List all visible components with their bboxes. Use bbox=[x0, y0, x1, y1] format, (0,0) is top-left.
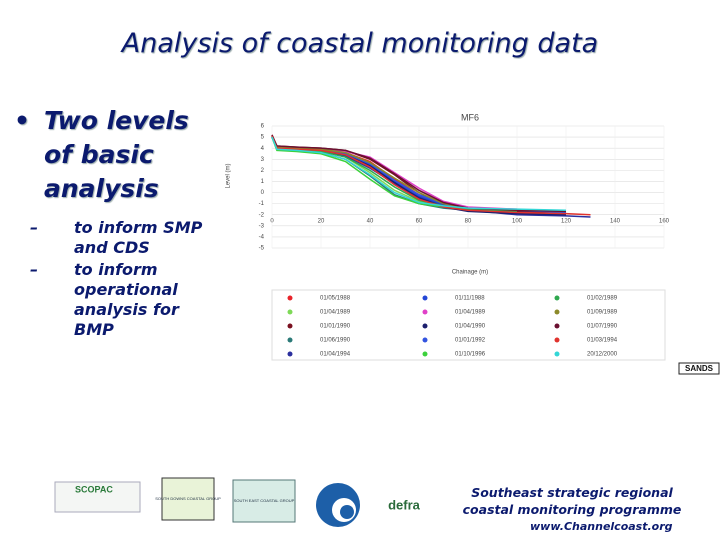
sands-box bbox=[678, 362, 720, 375]
x-tick-label: 140 bbox=[610, 219, 621, 225]
legend-label: 01/04/1990 bbox=[455, 324, 486, 330]
legend-label: 01/04/1989 bbox=[320, 310, 351, 316]
y-tick-label: 0 bbox=[261, 190, 265, 196]
legend-swatch bbox=[554, 351, 560, 357]
y-tick-label: 4 bbox=[261, 146, 265, 152]
legend-swatch bbox=[422, 323, 428, 329]
x-tick-label: 20 bbox=[318, 219, 325, 225]
legend-swatch bbox=[287, 323, 293, 329]
legend-label: 01/04/1994 bbox=[320, 352, 351, 358]
legend-swatch bbox=[287, 337, 293, 343]
logo-box bbox=[161, 477, 215, 521]
x-tick-label: 40 bbox=[367, 219, 374, 225]
logo-box bbox=[54, 481, 141, 513]
logo-text: SOUTH DOWNS COASTAL GROUP bbox=[155, 496, 221, 501]
legend-box bbox=[271, 289, 666, 361]
sub-bullet: – to inform operational analysis for BMP bbox=[30, 260, 205, 340]
legend-swatch bbox=[422, 309, 428, 315]
logo-text: defra bbox=[388, 497, 421, 512]
x-tick-label: 120 bbox=[561, 219, 572, 225]
legend-swatch bbox=[422, 295, 428, 301]
slide-title: Analysis of coastal monitoring data bbox=[121, 28, 599, 59]
sands-label: SANDS bbox=[685, 364, 714, 373]
y-tick-label: 6 bbox=[261, 124, 265, 130]
legend-swatch bbox=[554, 337, 560, 343]
logo-circle bbox=[340, 505, 354, 519]
legend-swatch bbox=[287, 309, 293, 315]
x-axis-title: Chainage (m) bbox=[452, 270, 488, 276]
bullet-text: Two levels of basic analysis bbox=[44, 106, 189, 203]
legend-label: 01/07/1990 bbox=[587, 324, 618, 330]
legend-label: 01/10/1996 bbox=[455, 352, 486, 358]
dash: – bbox=[30, 260, 38, 279]
y-tick-label: 1 bbox=[261, 179, 265, 185]
x-tick-label: 160 bbox=[659, 219, 670, 225]
sub-text: to inform operational analysis for BMP bbox=[74, 260, 179, 339]
footer-url: www.Channelcoast.org bbox=[530, 520, 673, 533]
legend-label: 01/03/1994 bbox=[587, 338, 618, 344]
x-tick-label: 100 bbox=[512, 219, 523, 225]
legend-swatch bbox=[422, 351, 428, 357]
legend-label: 01/01/1992 bbox=[455, 338, 486, 344]
legend-swatch bbox=[554, 295, 560, 301]
y-tick-label: -4 bbox=[259, 234, 265, 240]
dash: – bbox=[30, 218, 38, 237]
legend-label: 01/04/1989 bbox=[455, 310, 486, 316]
y-tick-label: -5 bbox=[259, 246, 265, 252]
x-tick-label: 0 bbox=[270, 219, 274, 225]
legend-swatch bbox=[287, 351, 293, 357]
y-tick-label: 2 bbox=[261, 168, 265, 174]
logo-box bbox=[232, 479, 296, 523]
series-line bbox=[271, 135, 591, 216]
legend-label: 01/01/1990 bbox=[320, 324, 351, 330]
y-tick-label: -1 bbox=[259, 201, 265, 207]
legend-label: 01/02/1989 bbox=[587, 296, 618, 302]
footer-programme: Southeast strategic regional coastal mon… bbox=[462, 485, 682, 517]
legend-label: 01/11/1988 bbox=[455, 296, 485, 302]
legend-label: 01/05/1988 bbox=[320, 296, 351, 302]
x-tick-label: 80 bbox=[465, 219, 472, 225]
y-axis-title: Level (m) bbox=[226, 163, 232, 188]
logo-text: SCOPAC bbox=[75, 484, 113, 494]
legend-swatch bbox=[287, 295, 293, 301]
main-bullet: • Two levels of basic analysis bbox=[14, 104, 214, 206]
sub-text: to inform SMP and CDS bbox=[74, 218, 203, 257]
legend-swatch bbox=[554, 309, 560, 315]
legend-label: 20/12/2000 bbox=[587, 352, 618, 358]
legend-swatch bbox=[554, 323, 560, 329]
legend-swatch bbox=[422, 337, 428, 343]
sub-bullet: – to inform SMP and CDS bbox=[30, 218, 205, 258]
y-tick-label: -3 bbox=[259, 223, 265, 229]
logo-text: SOUTH EAST COASTAL GROUP bbox=[234, 498, 295, 503]
bullet-dot: • bbox=[14, 106, 30, 135]
legend-label: 01/06/1990 bbox=[320, 338, 351, 344]
y-tick-label: 5 bbox=[261, 135, 265, 141]
x-tick-label: 60 bbox=[416, 219, 423, 225]
series-line bbox=[271, 136, 567, 212]
sub-bullets: – to inform SMP and CDS – to inform operat… bbox=[30, 218, 205, 342]
y-tick-label: 3 bbox=[261, 157, 265, 163]
series-line bbox=[271, 136, 469, 210]
chart-title: MF6 bbox=[461, 112, 479, 122]
legend-label: 01/09/1989 bbox=[587, 310, 618, 316]
y-tick-label: -2 bbox=[259, 212, 265, 218]
